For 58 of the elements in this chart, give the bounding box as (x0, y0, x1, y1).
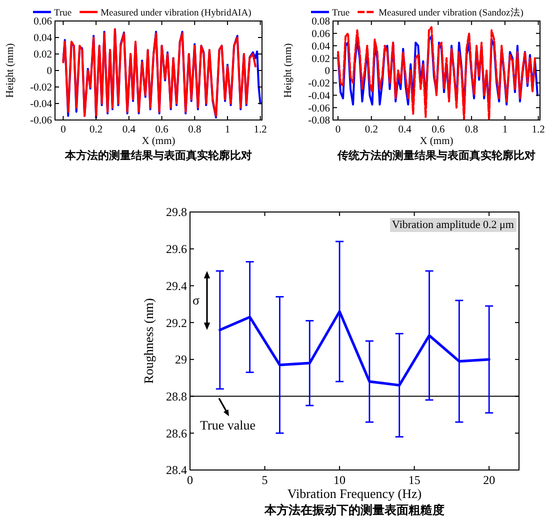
y-tick-label: 0.04 (312, 41, 331, 52)
y-tick-label: 0.08 (312, 16, 330, 28)
legend-label: True (332, 8, 350, 18)
y-tick-label: -0.06 (30, 116, 52, 127)
x-tick-label: 0.2 (90, 124, 103, 136)
legend-label: Measured under vibration (Sandoz法) (378, 6, 524, 18)
x-tick-label: 0.6 (432, 124, 445, 136)
y-tick-label: 29.6 (166, 242, 187, 256)
text: 传统方法的测量结果与表面真实轮廓比对 (336, 149, 536, 162)
y-tick-label: 0.02 (312, 54, 330, 65)
y-tick-label: 29.2 (166, 316, 187, 330)
y-tick-label: 0.02 (34, 50, 52, 61)
y-tick-label: 28.8 (166, 389, 187, 404)
y-tick-label: 29 (175, 352, 187, 367)
y-tick-label: 0.06 (34, 16, 52, 28)
y-tick-label: 0.04 (34, 33, 53, 44)
text: 本方法的测量结果与表面真实轮廓比对 (64, 149, 252, 162)
x-tick-label: 0.8 (464, 124, 478, 136)
x-tick-label: 10 (334, 473, 346, 487)
x-tick-label: 1.2 (254, 124, 267, 136)
x-tick-label: 0.8 (188, 124, 202, 136)
y-tick-label: -0.02 (30, 82, 52, 94)
x-tick-label: 1 (224, 124, 230, 136)
x-tick-label: 15 (408, 473, 420, 487)
x-tick-label: 0.2 (364, 124, 378, 136)
y-tick-label: 0 (46, 66, 52, 78)
x-tick-label: 0.4 (398, 124, 412, 136)
x-axis-title: X (mm) (142, 136, 176, 147)
x-tick-label: 5 (262, 473, 268, 487)
x-axis-title: X (mm) (420, 136, 454, 147)
x-tick-label: 1.2 (532, 124, 545, 136)
annotation: σ (192, 292, 200, 308)
y-tick-label: 0 (324, 66, 330, 78)
y-tick-label: 29.8 (166, 205, 187, 220)
x-tick-label: 0.4 (122, 124, 136, 136)
y-axis-title: Roughness (nm) (141, 298, 156, 384)
y-tick-label: -0.04 (30, 99, 53, 110)
legend-label: True (54, 8, 72, 18)
annotation: Vibration amplitude 0.2 μm (392, 219, 514, 231)
y-axis-title: Height (mm) (5, 42, 16, 98)
x-tick-label: 1 (502, 124, 508, 136)
y-tick-label: 28.4 (166, 463, 187, 478)
legend-label: Measured under vibration (HybridAIA) (100, 8, 252, 18)
x-tick-label: 20 (483, 473, 496, 487)
y-tick-label: -0.02 (308, 78, 330, 90)
y-tick-label: 28.6 (166, 426, 187, 440)
x-tick-label: 0 (60, 124, 66, 136)
y-tick-label: -0.04 (308, 90, 331, 102)
x-tick-label: 0.6 (155, 124, 168, 136)
x-axis-title: Vibration Frequency (Hz) (287, 486, 422, 501)
y-tick-label: 29.4 (166, 278, 187, 293)
text: 本方法在振动下的测量表面粗糙度 (264, 503, 444, 517)
y-tick-label: 0.06 (312, 29, 330, 40)
y-axis-title: Height (mm) (283, 42, 294, 98)
x-tick-label: 0 (335, 124, 341, 136)
y-tick-label: -0.08 (308, 116, 330, 127)
legend-label: True value (200, 417, 256, 432)
y-tick-label: -0.06 (308, 103, 330, 114)
